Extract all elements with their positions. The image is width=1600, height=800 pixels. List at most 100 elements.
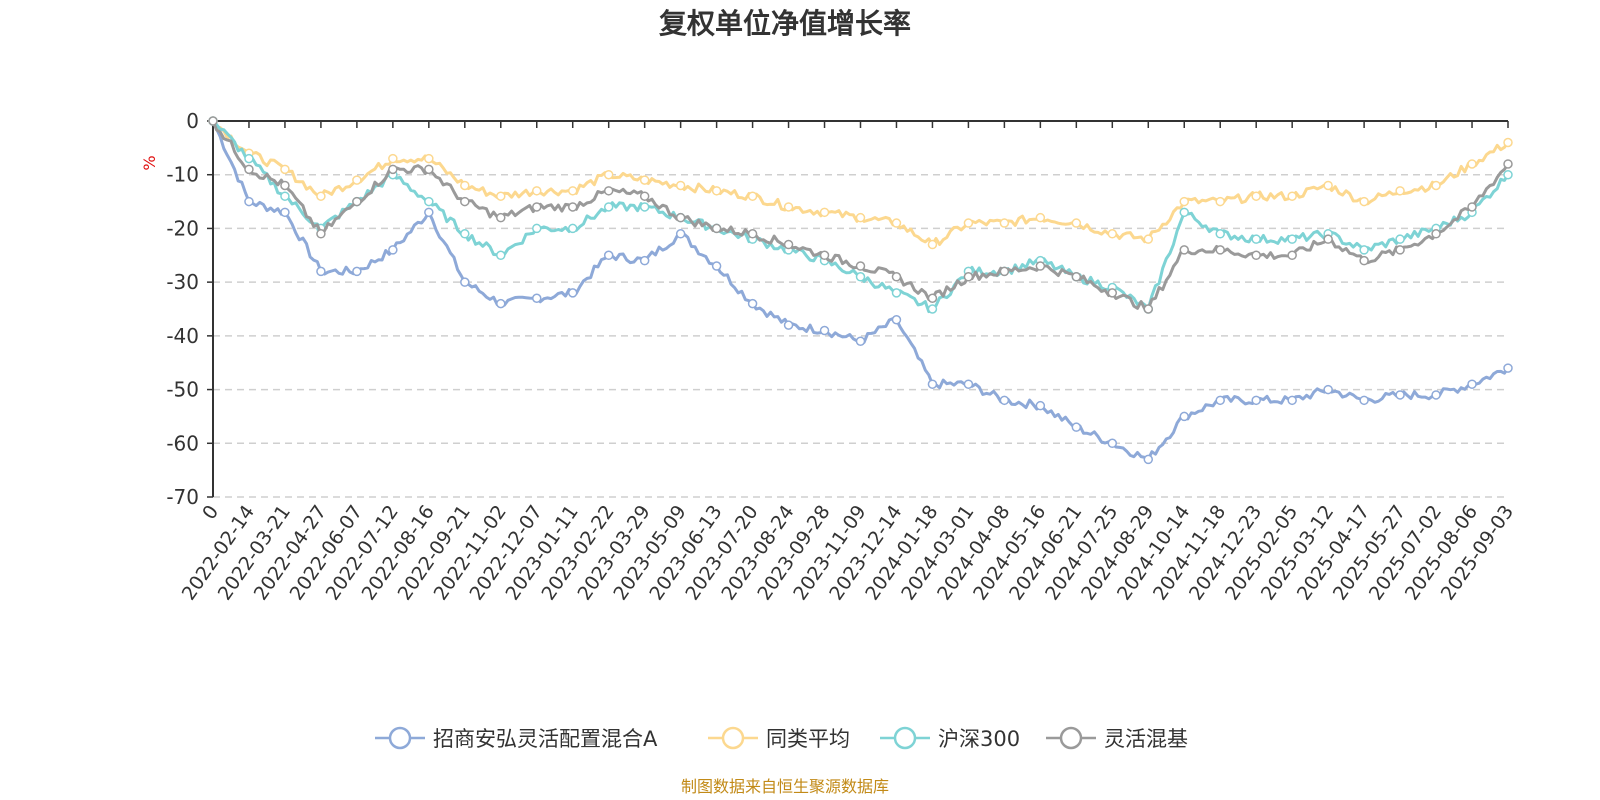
data-point [1323, 234, 1333, 244]
data-point [963, 218, 974, 228]
data-point [1359, 255, 1369, 266]
data-point [280, 207, 290, 218]
data-point [352, 266, 362, 277]
data-point [1395, 186, 1405, 196]
data-point [496, 191, 506, 201]
data-point [1287, 191, 1297, 201]
data-point [496, 212, 506, 223]
data-point [1107, 229, 1118, 239]
data-point [1179, 245, 1189, 255]
data-point [460, 277, 470, 287]
data-point [927, 379, 938, 389]
data-point [1035, 400, 1046, 411]
data-point [460, 229, 470, 239]
data-point [927, 304, 938, 314]
legend-marker-icon [388, 726, 412, 750]
y-tick-label: -60 [166, 431, 199, 455]
x-axis: 02022-02-142022-03-212022-04-272022-06-0… [178, 120, 1518, 604]
chart-title: 复权单位净值增长率 [659, 7, 911, 40]
data-point [819, 207, 830, 218]
data-point [999, 218, 1010, 228]
data-point [1143, 234, 1154, 244]
data-point [1395, 245, 1405, 255]
data-point [1467, 159, 1477, 169]
data-point [532, 202, 542, 212]
y-tick-label: -50 [166, 378, 199, 402]
y-tick-label: -40 [166, 324, 199, 348]
data-point [388, 245, 398, 255]
data-point [1287, 234, 1297, 244]
data-point [280, 164, 290, 175]
data-point [1035, 261, 1046, 271]
data-point [1251, 234, 1261, 244]
data-point [532, 223, 542, 234]
y-axis: 0 -10 -20 -30 -40 -50 -60 -70 [166, 109, 214, 509]
legend-marker-icon [893, 726, 917, 750]
data-point [603, 202, 614, 212]
data-point [1107, 288, 1118, 298]
data-point [1071, 218, 1082, 228]
grid-lines [213, 173, 1508, 498]
series-line [211, 120, 1510, 246]
x-tick-label: 0 [198, 501, 223, 524]
data-point [316, 191, 326, 201]
data-point [424, 164, 434, 175]
data-point [1143, 454, 1154, 465]
data-point [1251, 191, 1261, 201]
data-point [1503, 169, 1513, 180]
legend-item-2[interactable]: 沪深300 [880, 726, 1020, 751]
data-point [891, 288, 902, 298]
data-point [1071, 272, 1082, 282]
data-point [999, 266, 1010, 277]
data-point [1251, 250, 1261, 261]
data-point [639, 255, 650, 266]
data-point [711, 261, 722, 271]
data-point [711, 223, 722, 234]
data-point [1503, 159, 1513, 169]
data-point [603, 250, 614, 261]
data-point [424, 196, 434, 207]
data-point [783, 320, 794, 330]
data-point [1071, 422, 1082, 432]
data-point [783, 239, 794, 250]
data-point [460, 196, 470, 207]
data-point [1431, 229, 1441, 239]
data-point [1431, 390, 1441, 400]
data-point [460, 180, 470, 191]
data-point [1107, 438, 1118, 449]
data-point [855, 272, 866, 282]
data-point [855, 212, 866, 223]
legend-item-3[interactable]: 灵活混基 [1046, 726, 1188, 751]
data-point [1431, 180, 1441, 191]
source-note: 制图数据来自恒生聚源数据库 [681, 777, 889, 796]
data-point [316, 266, 326, 277]
data-point [1359, 196, 1369, 207]
legend-label: 招商安弘灵活配置混合A [433, 727, 658, 751]
data-point [639, 191, 650, 201]
y-tick-label: -30 [166, 270, 199, 294]
data-point [1215, 245, 1225, 255]
legend-label: 同类平均 [766, 727, 850, 751]
data-point [747, 298, 758, 309]
legend-item-1[interactable]: 同类平均 [708, 726, 850, 751]
data-point [1215, 395, 1225, 406]
data-point [567, 186, 578, 196]
data-point [999, 395, 1010, 406]
legend-item-0[interactable]: 招商安弘灵活配置混合A [375, 726, 658, 751]
data-point [352, 196, 362, 207]
data-point [1395, 390, 1405, 400]
data-point [675, 212, 686, 223]
data-point [352, 175, 362, 185]
data-point [280, 180, 290, 191]
series-1 [208, 116, 1513, 250]
data-point [1287, 395, 1297, 406]
data-point [675, 180, 686, 191]
data-point [1035, 212, 1046, 223]
data-point [675, 229, 686, 239]
series-0 [208, 116, 1513, 465]
legend-label: 灵活混基 [1104, 727, 1188, 751]
data-point [1467, 379, 1477, 389]
legend-marker-icon [1059, 726, 1083, 750]
data-point [603, 186, 614, 196]
